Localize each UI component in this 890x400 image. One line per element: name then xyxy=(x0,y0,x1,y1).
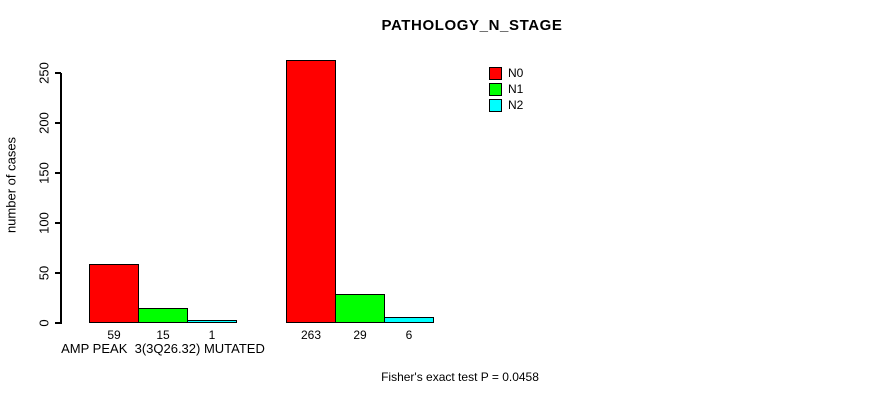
legend: N0 N1 N2 xyxy=(489,65,523,113)
y-tick-label: 100 xyxy=(36,212,52,234)
bar-N2-group1 xyxy=(187,320,237,323)
y-tick-label: 250 xyxy=(36,62,52,84)
legend-label: N0 xyxy=(508,65,524,80)
legend-label: N1 xyxy=(508,81,524,96)
y-tick-label: 200 xyxy=(36,112,52,134)
legend-swatch-N0 xyxy=(489,66,502,80)
legend-swatch-N1 xyxy=(489,82,502,96)
bar-value-label: 6 xyxy=(405,328,413,342)
y-tick-label: 150 xyxy=(36,162,52,184)
x-group-label: AMP PEAK 3(3Q26.32) MUTATED xyxy=(61,341,265,356)
bar-value-label: 1 xyxy=(208,328,216,342)
y-tick-mark xyxy=(55,272,61,274)
chart-title: PATHOLOGY_N_STAGE xyxy=(381,17,563,34)
bar-value-label: 15 xyxy=(156,328,170,342)
legend-row: N2 xyxy=(489,97,523,113)
bar-N1-group2 xyxy=(335,294,385,323)
bar-value-label: 59 xyxy=(107,328,121,342)
bar-N1-group1 xyxy=(138,308,188,323)
legend-row: N1 xyxy=(489,81,523,97)
y-axis-line xyxy=(60,73,62,324)
y-tick-mark xyxy=(55,122,61,124)
bar-value-label: 263 xyxy=(300,328,322,342)
bar-value-label: 29 xyxy=(353,328,367,342)
y-tick-mark xyxy=(55,322,61,324)
bar-N0-group2 xyxy=(286,60,336,323)
y-tick-mark xyxy=(55,172,61,174)
legend-swatch-N2 xyxy=(489,98,502,112)
legend-label: N2 xyxy=(508,97,524,112)
y-tick-label: 50 xyxy=(36,265,52,281)
y-axis-label: number of cases xyxy=(3,136,19,234)
bar-N0-group1 xyxy=(89,264,139,323)
y-tick-mark xyxy=(55,222,61,224)
bar-N2-group2 xyxy=(384,317,434,323)
annotation-text: Fisher's exact test P = 0.0458 xyxy=(381,370,539,384)
legend-row: N0 xyxy=(489,65,523,81)
y-tick-mark xyxy=(55,72,61,74)
y-tick-label: 0 xyxy=(36,319,52,327)
